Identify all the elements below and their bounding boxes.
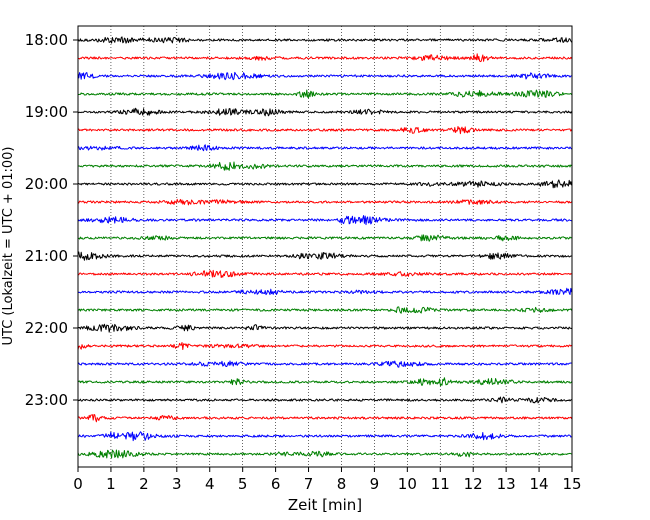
plot-frame: [77, 25, 573, 468]
x-axis-ticks: 0 1 2 3 4 5 6 7 8 9 10 11 12 13 14 15: [73, 467, 582, 493]
y-tick-label: 19:00: [25, 103, 68, 121]
x-tick-label: 11: [431, 475, 450, 493]
x-tick-label: 14: [530, 475, 549, 493]
trace-2245: [77, 377, 572, 387]
trace-2015: [77, 198, 572, 206]
trace-1930: [77, 144, 572, 152]
x-tick-label: 13: [497, 475, 516, 493]
trace-2330: [77, 431, 572, 442]
trace-2215: [77, 341, 572, 351]
trace-1915: [77, 126, 573, 135]
trace-2045: [77, 234, 572, 242]
trace-2130: [77, 287, 573, 296]
x-tick-label: 12: [464, 475, 483, 493]
trace-2345: [77, 449, 572, 459]
y-tick-label: 18:00: [25, 31, 68, 49]
x-tick-label: 15: [562, 475, 581, 493]
trace-2100: [77, 251, 572, 261]
trace-2030: [77, 215, 572, 226]
trace-layer: [77, 36, 573, 459]
trace-2000: [77, 179, 573, 189]
trace-1900: [77, 107, 573, 117]
trace-2230: [77, 360, 572, 368]
trace-1830: [77, 71, 572, 81]
trace-1815: [77, 53, 573, 63]
x-tick-label: 2: [139, 475, 149, 493]
trace-2200: [77, 323, 572, 333]
x-axis-label: Zeit [min]: [288, 496, 362, 514]
trace-2115: [77, 269, 572, 279]
y-tick-label: 22:00: [25, 319, 68, 337]
trace-1800: [77, 36, 573, 44]
x-tick-label: 8: [337, 475, 347, 493]
x-tick-label: 0: [73, 475, 83, 493]
trace-2300: [77, 396, 572, 404]
x-tick-label: 3: [172, 475, 182, 493]
x-tick-label: 9: [370, 475, 380, 493]
y-tick-label: 20:00: [25, 175, 68, 193]
trace-2315: [77, 413, 573, 423]
y-axis-label: UTC (Lokalzeit = UTC + 01:00): [1, 147, 16, 346]
x-tick-label: 10: [398, 475, 417, 493]
x-tick-label: 5: [238, 475, 248, 493]
x-tick-label: 7: [304, 475, 314, 493]
x-tick-label: 4: [205, 475, 215, 493]
x-tick-label: 6: [271, 475, 281, 493]
trace-1845: [77, 89, 573, 99]
y-tick-label: 21:00: [25, 247, 68, 265]
trace-1945: [77, 161, 572, 171]
y-tick-label: 23:00: [25, 391, 68, 409]
x-tick-label: 1: [106, 475, 116, 493]
trace-2145: [77, 306, 573, 314]
y-axis-ticks: 18:00 19:00 20:00 21:00 22:00 23:00: [25, 31, 78, 409]
